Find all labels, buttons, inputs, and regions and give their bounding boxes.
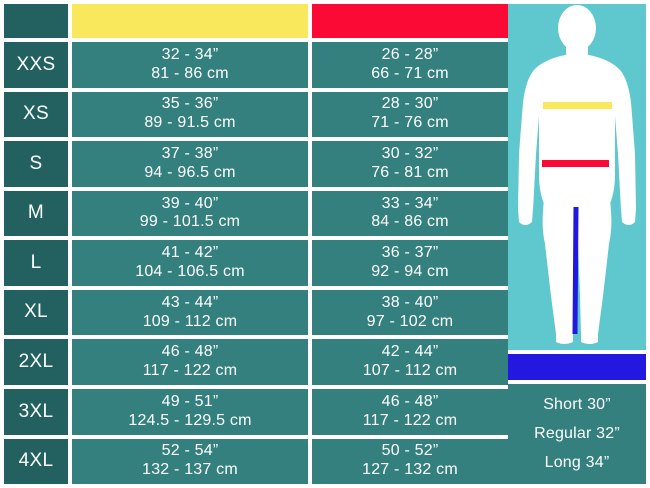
waist-cm: 76 - 81 cm [371, 163, 449, 181]
inseam-color-bar [508, 354, 646, 380]
figure-area: Short 30” Regular 32” Long 34” [508, 0, 650, 488]
table-row: 3XL 49 - 51” 124.5 - 129.5 cm 46 - 48” 117 -… [4, 388, 508, 435]
size-label-xl: XL [4, 289, 68, 336]
waist-cm: 97 - 102 cm [366, 312, 454, 330]
chest-measurement-cell: 46 - 48” 117 - 122 cm [72, 339, 308, 385]
waist-measurement-cell: 46 - 48” 117 - 122 cm [312, 388, 508, 435]
figure-legs [542, 200, 612, 334]
waist-measurement-cell: 38 - 40” 97 - 102 cm [312, 289, 508, 336]
body-figure-panel [508, 4, 646, 350]
header-waist-color-bar [312, 4, 508, 38]
chest-inches: 35 - 36” [161, 95, 219, 113]
chest-cm: 109 - 112 cm [142, 312, 238, 330]
chest-inches: 46 - 48” [161, 343, 219, 361]
header-chest-color-bar [72, 4, 308, 38]
chest-inches: 37 - 38” [161, 145, 219, 163]
chest-inches: 52 - 54” [161, 442, 219, 460]
size-label-xxs: XXS [4, 42, 68, 88]
table-row: XL 43 - 44” 109 - 112 cm 38 - 40” 97 - 102 c… [4, 289, 508, 336]
waist-measurement-cell: 28 - 30” 71 - 76 cm [312, 91, 508, 138]
size-label-2xl: 2XL [4, 339, 68, 385]
figure-head [558, 5, 596, 51]
waist-inches: 46 - 48” [381, 392, 439, 410]
waist-inches: 38 - 40” [381, 293, 439, 311]
figure-foot-left [556, 330, 573, 344]
table-row: L 41 - 42” 104 - 106.5 cm 36 - 37” 92 - 94 c… [4, 240, 508, 286]
chest-cm: 89 - 91.5 cm [144, 114, 236, 132]
chest-cm: 124.5 - 129.5 cm [128, 411, 252, 429]
table-row: S 37 - 38” 94 - 96.5 cm 30 - 32” 76 - 81 cm [4, 141, 508, 187]
chest-cm: 132 - 137 cm [142, 461, 238, 479]
chest-cm: 104 - 106.5 cm [135, 263, 245, 281]
chest-inches: 41 - 42” [161, 244, 219, 262]
waist-cm: 92 - 94 cm [371, 263, 449, 281]
chest-measurement-cell: 37 - 38” 94 - 96.5 cm [72, 141, 308, 187]
waist-measurement-cell: 26 - 28” 66 - 71 cm [312, 42, 508, 88]
waist-measurement-cell: 36 - 37” 92 - 94 cm [312, 240, 508, 286]
waist-measurement-cell: 30 - 32” 76 - 81 cm [312, 141, 508, 187]
chest-measurement-cell: 35 - 36” 89 - 91.5 cm [72, 91, 308, 138]
size-label-3xl: 3XL [4, 388, 68, 435]
waist-inches: 28 - 30” [381, 95, 439, 113]
waist-inches: 26 - 28” [381, 45, 439, 63]
chest-inches: 43 - 44” [161, 293, 219, 311]
inseam-options-box: Short 30” Regular 32” Long 34” [508, 384, 646, 484]
size-label-m: M [4, 190, 68, 237]
chest-cm: 99 - 101.5 cm [139, 213, 241, 231]
figure-hand-right [621, 208, 636, 225]
inseam-measure-line [572, 206, 579, 335]
waist-cm: 107 - 112 cm [362, 362, 458, 380]
chest-measurement-cell: 43 - 44” 109 - 112 cm [72, 289, 308, 336]
waist-inches: 42 - 44” [381, 343, 439, 361]
waist-cm: 66 - 71 cm [371, 64, 449, 82]
table-header-row [4, 4, 508, 38]
human-body-silhouette [518, 5, 636, 344]
waist-inches: 30 - 32” [381, 145, 439, 163]
figure-torso-arms [518, 54, 636, 210]
chest-cm: 117 - 122 cm [142, 362, 238, 380]
inseam-option: Long 34” [544, 454, 610, 471]
waist-inches: 36 - 37” [381, 244, 439, 262]
waist-cm: 127 - 132 cm [362, 461, 458, 479]
chest-measurement-cell: 52 - 54” 132 - 137 cm [72, 438, 308, 485]
chest-measurement-cell: 41 - 42” 104 - 106.5 cm [72, 240, 308, 286]
chest-inches: 49 - 51” [161, 392, 219, 410]
table-row: XXS 32 - 34” 81 - 86 cm 26 - 28” 66 - 71 cm [4, 42, 508, 88]
size-label-l: L [4, 240, 68, 286]
waist-measurement-cell: 42 - 44” 107 - 112 cm [312, 339, 508, 385]
table-row: XS 35 - 36” 89 - 91.5 cm 28 - 30” 71 - 76 cm [4, 91, 508, 138]
chest-cm: 94 - 96.5 cm [144, 163, 236, 181]
size-label-s: S [4, 141, 68, 187]
figure-foot-right [581, 330, 598, 344]
chest-measurement-cell: 49 - 51” 124.5 - 129.5 cm [72, 388, 308, 435]
waist-measure-line [542, 160, 609, 167]
waist-measurement-cell: 50 - 52” 127 - 132 cm [312, 438, 508, 485]
inseam-option: Regular 32” [534, 425, 620, 442]
chest-inches: 39 - 40” [161, 194, 219, 212]
waist-cm: 71 - 76 cm [371, 114, 449, 132]
chest-measurement-cell: 32 - 34” 81 - 86 cm [72, 42, 308, 88]
chest-inches: 32 - 34” [161, 45, 219, 63]
waist-cm: 117 - 122 cm [362, 411, 458, 429]
table-row: M 39 - 40” 99 - 101.5 cm 33 - 34” 84 - 86 cm [4, 190, 508, 237]
waist-cm: 84 - 86 cm [371, 213, 449, 231]
chest-measure-line [543, 102, 612, 109]
size-table: XXS 32 - 34” 81 - 86 cm 26 - 28” 66 - 71 cm X… [4, 4, 508, 485]
table-body: XXS 32 - 34” 81 - 86 cm 26 - 28” 66 - 71 cm X… [4, 42, 508, 485]
chest-measurement-cell: 39 - 40” 99 - 101.5 cm [72, 190, 308, 237]
waist-inches: 50 - 52” [381, 442, 439, 460]
waist-measurement-cell: 33 - 34” 84 - 86 cm [312, 190, 508, 237]
figure-hand-left [518, 208, 533, 225]
size-label-4xl: 4XL [4, 438, 68, 485]
waist-inches: 33 - 34” [381, 194, 439, 212]
header-size-cell [4, 4, 68, 38]
table-row: 2XL 46 - 48” 117 - 122 cm 42 - 44” 107 - 112… [4, 339, 508, 385]
inseam-option: Short 30” [543, 396, 611, 413]
table-row: 4XL 52 - 54” 132 - 137 cm 50 - 52” 127 - 132… [4, 438, 508, 485]
size-label-xs: XS [4, 91, 68, 138]
chest-cm: 81 - 86 cm [151, 64, 229, 82]
